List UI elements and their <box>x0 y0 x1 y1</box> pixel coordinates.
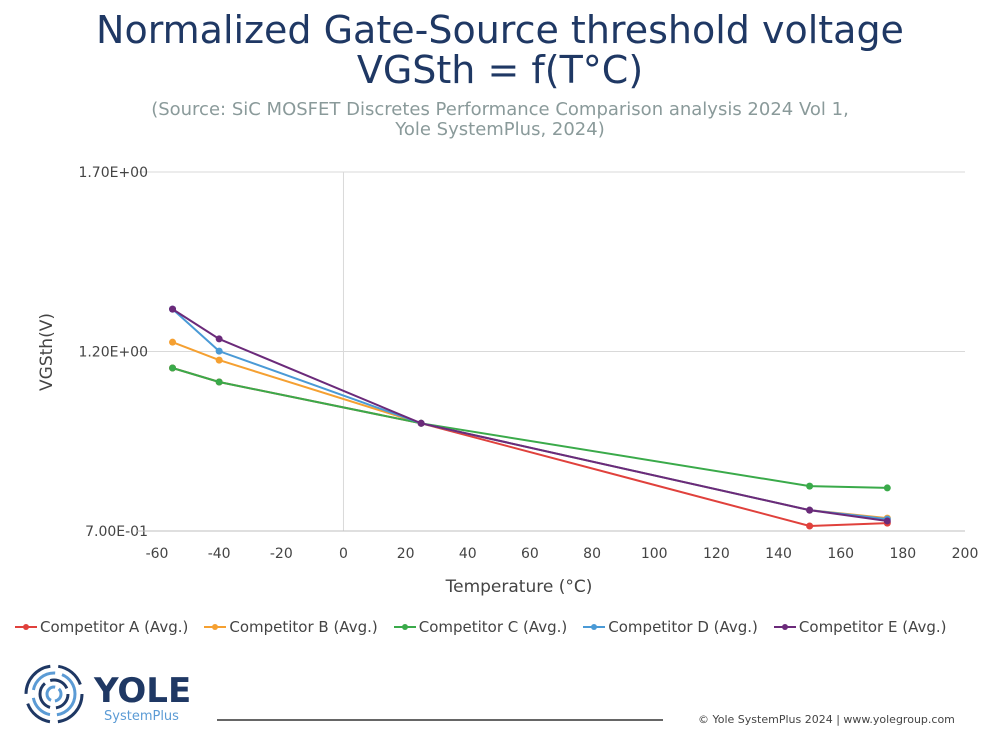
legend-label: Competitor E (Avg.) <box>798 618 947 636</box>
data-point <box>215 347 223 355</box>
footer-divider <box>217 719 663 721</box>
x-tick-label: 200 <box>952 546 979 562</box>
legend-label: Competitor C (Avg.) <box>418 618 568 636</box>
series-line <box>171 308 888 521</box>
data-point <box>169 338 177 346</box>
legend-label: Competitor A (Avg.) <box>40 618 189 636</box>
x-tick-label: 60 <box>521 546 539 562</box>
y-tick-label: 7.00E-01 <box>85 524 148 540</box>
x-tick-label: 180 <box>889 546 916 562</box>
legend-swatch <box>773 624 796 630</box>
x-tick-label: 120 <box>703 546 730 562</box>
x-tick-label: -20 <box>270 546 293 562</box>
y-tick-label: 1.20E+00 <box>78 345 148 361</box>
series-line <box>171 308 888 522</box>
y-tick-label: 1.70E+00 <box>78 165 148 181</box>
legend-swatch <box>204 624 227 630</box>
chart-title: Normalized Gate-Source threshold voltage… <box>0 10 1000 90</box>
x-axis-label: Temperature (°C) <box>445 577 593 597</box>
data-point <box>806 482 814 490</box>
legend-swatch <box>583 624 606 630</box>
legend-swatch <box>393 624 416 630</box>
legend-item: Competitor E (Avg.) <box>773 618 947 636</box>
y-axis-label: VGSth(V) <box>37 313 57 391</box>
legend-swatch <box>15 624 37 630</box>
data-point <box>806 522 814 530</box>
x-tick-label: 40 <box>459 546 477 562</box>
x-tick-label: 0 <box>339 546 348 562</box>
series-line <box>172 341 888 520</box>
series-line <box>172 367 888 489</box>
title-line-2: VGSth = f(T°C) <box>356 48 644 92</box>
legend: Competitor A (Avg.) Competitor B (Avg.) Co… <box>15 618 946 636</box>
yole-logo: YOLE SystemPlus <box>22 662 212 736</box>
x-tick-label: -60 <box>146 546 169 562</box>
logo-subtext: SystemPlus <box>104 709 179 724</box>
x-tick-label: 160 <box>827 546 854 562</box>
footer-copyright: © Yole SystemPlus 2024 | www.yolegroup.c… <box>698 713 955 726</box>
data-point <box>883 517 891 525</box>
subtitle-line-2: Yole SystemPlus, 2024) <box>395 119 605 140</box>
data-point <box>215 378 223 386</box>
subtitle-line-1: (Source: SiC MOSFET Discretes Performanc… <box>151 99 849 120</box>
data-point <box>215 356 223 364</box>
chart-subtitle: (Source: SiC MOSFET Discretes Performanc… <box>0 100 1000 140</box>
legend-item: Competitor A (Avg.) <box>15 618 188 636</box>
legend-item: Competitor B (Avg.) <box>204 618 378 636</box>
legend-item: Competitor C (Avg.) <box>393 618 568 636</box>
legend-item: Competitor D (Avg.) <box>583 618 758 636</box>
data-point <box>169 364 177 372</box>
data-point <box>169 305 177 313</box>
logo-text: YOLE <box>93 671 191 711</box>
data-point <box>215 335 223 343</box>
data-point <box>806 506 814 514</box>
x-tick-label: 20 <box>397 546 415 562</box>
data-point <box>417 419 425 427</box>
data-point <box>883 484 891 492</box>
x-tick-label: -40 <box>208 546 231 562</box>
legend-label: Competitor B (Avg.) <box>229 618 378 636</box>
x-tick-label: 140 <box>765 546 792 562</box>
title-line-1: Normalized Gate-Source threshold voltage <box>96 8 904 52</box>
legend-label: Competitor D (Avg.) <box>608 618 758 636</box>
x-tick-label: 100 <box>641 546 668 562</box>
x-tick-label: 80 <box>583 546 601 562</box>
